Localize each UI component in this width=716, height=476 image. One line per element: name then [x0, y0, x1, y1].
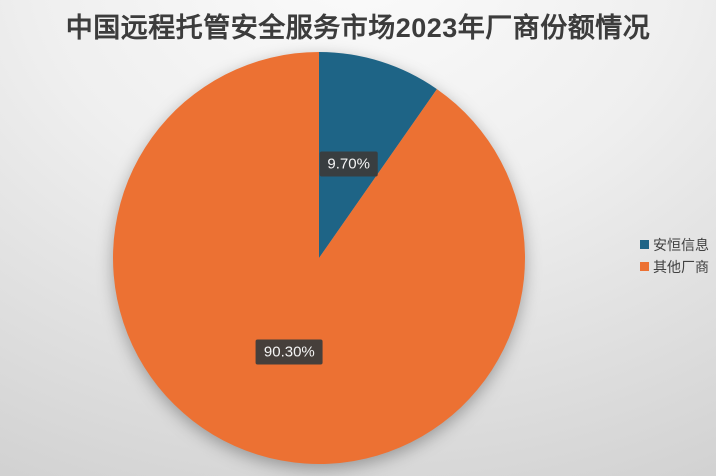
- pie-slice-0: [319, 52, 437, 258]
- legend-swatch-others-icon: [640, 262, 649, 271]
- legend: 安恒信息 其他厂商: [640, 235, 709, 276]
- legend-label-anheng: 安恒信息: [653, 236, 709, 253]
- chart-title: 中国远程托管安全服务市场2023年厂商份额情况: [65, 13, 651, 43]
- data-label-anheng: 9.70%: [319, 151, 378, 177]
- legend-label-others: 其他厂商: [653, 258, 709, 275]
- data-label-others: 90.30%: [255, 339, 323, 365]
- pie-slice-1: [112, 52, 525, 464]
- legend-swatch-anheng-icon: [640, 240, 649, 249]
- legend-item-anheng: 安恒信息: [640, 235, 709, 254]
- legend-item-others: 其他厂商: [640, 257, 709, 276]
